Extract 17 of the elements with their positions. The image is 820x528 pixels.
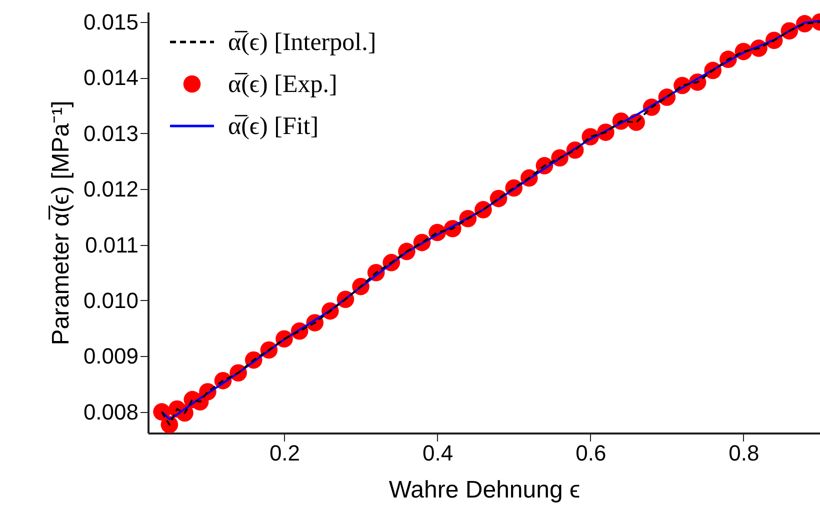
- legend-label: α̅(ϵ) [Fit]: [228, 113, 319, 140]
- y-tick-label: 0.015: [83, 10, 138, 35]
- legend-label: α̅(ϵ) [Interpol.]: [228, 29, 376, 56]
- y-tick-label: 0.014: [83, 65, 138, 90]
- x-tick-label: 0.6: [576, 440, 606, 466]
- y-tick-label: 0.012: [83, 176, 138, 202]
- y-tick-label: 0.011: [85, 232, 138, 258]
- legend-label: α̅(ϵ) [Exp.]: [228, 71, 338, 98]
- x-tick-label: 0.4: [422, 440, 454, 466]
- y-tick-label: 0.013: [83, 120, 138, 146]
- y-tick-label: 0.008: [83, 399, 138, 424]
- x-tick-label: 0.2: [269, 440, 300, 466]
- x-axis-title: Wahre Dehnung ϵ: [388, 476, 580, 504]
- y-tick-label: 0.009: [83, 344, 138, 369]
- y-tick-label: 0.010: [83, 288, 138, 313]
- x-tick-label: 0.8: [728, 440, 760, 466]
- y-axis-title: Parameter α̅(ϵ) [MPa⁻¹]: [47, 100, 74, 346]
